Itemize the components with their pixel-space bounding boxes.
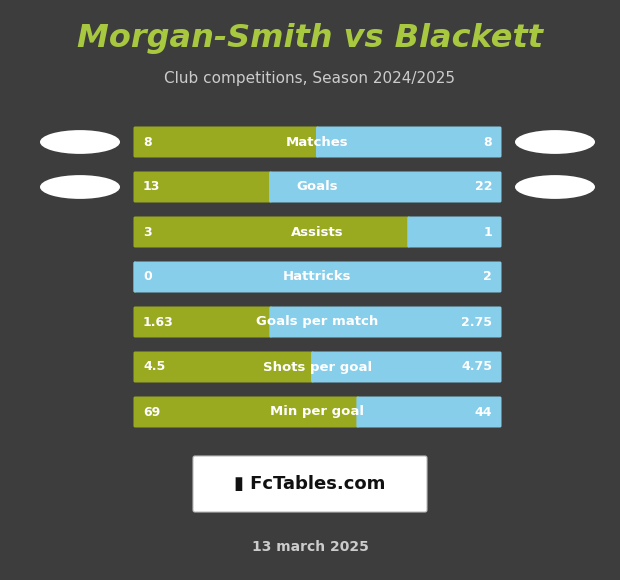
Ellipse shape <box>40 130 120 154</box>
FancyBboxPatch shape <box>193 456 427 512</box>
Text: 1.63: 1.63 <box>143 316 174 328</box>
Text: 2.75: 2.75 <box>461 316 492 328</box>
FancyBboxPatch shape <box>133 397 360 427</box>
Ellipse shape <box>515 130 595 154</box>
Text: 4.75: 4.75 <box>461 361 492 374</box>
Text: 3: 3 <box>143 226 152 238</box>
FancyBboxPatch shape <box>133 172 272 202</box>
Text: 8: 8 <box>143 136 152 148</box>
Ellipse shape <box>40 175 120 199</box>
Text: 13 march 2025: 13 march 2025 <box>252 540 368 554</box>
Text: 13: 13 <box>143 180 161 194</box>
Text: 22: 22 <box>474 180 492 194</box>
FancyBboxPatch shape <box>133 351 314 382</box>
Text: Min per goal: Min per goal <box>270 405 365 419</box>
FancyBboxPatch shape <box>311 351 502 382</box>
Text: 69: 69 <box>143 405 160 419</box>
Text: Hattricks: Hattricks <box>283 270 352 284</box>
Text: Club competitions, Season 2024/2025: Club competitions, Season 2024/2025 <box>164 71 456 85</box>
FancyBboxPatch shape <box>407 216 502 248</box>
FancyBboxPatch shape <box>133 216 410 248</box>
FancyBboxPatch shape <box>269 306 502 338</box>
Text: 4.5: 4.5 <box>143 361 166 374</box>
Text: 2: 2 <box>483 270 492 284</box>
Text: 8: 8 <box>484 136 492 148</box>
Text: 1: 1 <box>483 226 492 238</box>
Text: Shots per goal: Shots per goal <box>263 361 372 374</box>
FancyBboxPatch shape <box>133 262 136 292</box>
FancyBboxPatch shape <box>133 262 502 292</box>
Text: Goals: Goals <box>297 180 339 194</box>
Ellipse shape <box>515 175 595 199</box>
FancyBboxPatch shape <box>269 172 502 202</box>
FancyBboxPatch shape <box>133 306 272 338</box>
Text: 0: 0 <box>143 270 152 284</box>
Text: Assists: Assists <box>291 226 344 238</box>
FancyBboxPatch shape <box>356 397 502 427</box>
Text: 44: 44 <box>474 405 492 419</box>
FancyBboxPatch shape <box>133 126 319 158</box>
Text: ▮ FcTables.com: ▮ FcTables.com <box>234 475 386 493</box>
Text: Goals per match: Goals per match <box>257 316 379 328</box>
Text: Morgan-Smith vs Blackett: Morgan-Smith vs Blackett <box>77 23 543 53</box>
FancyBboxPatch shape <box>316 126 502 158</box>
Text: Matches: Matches <box>286 136 349 148</box>
